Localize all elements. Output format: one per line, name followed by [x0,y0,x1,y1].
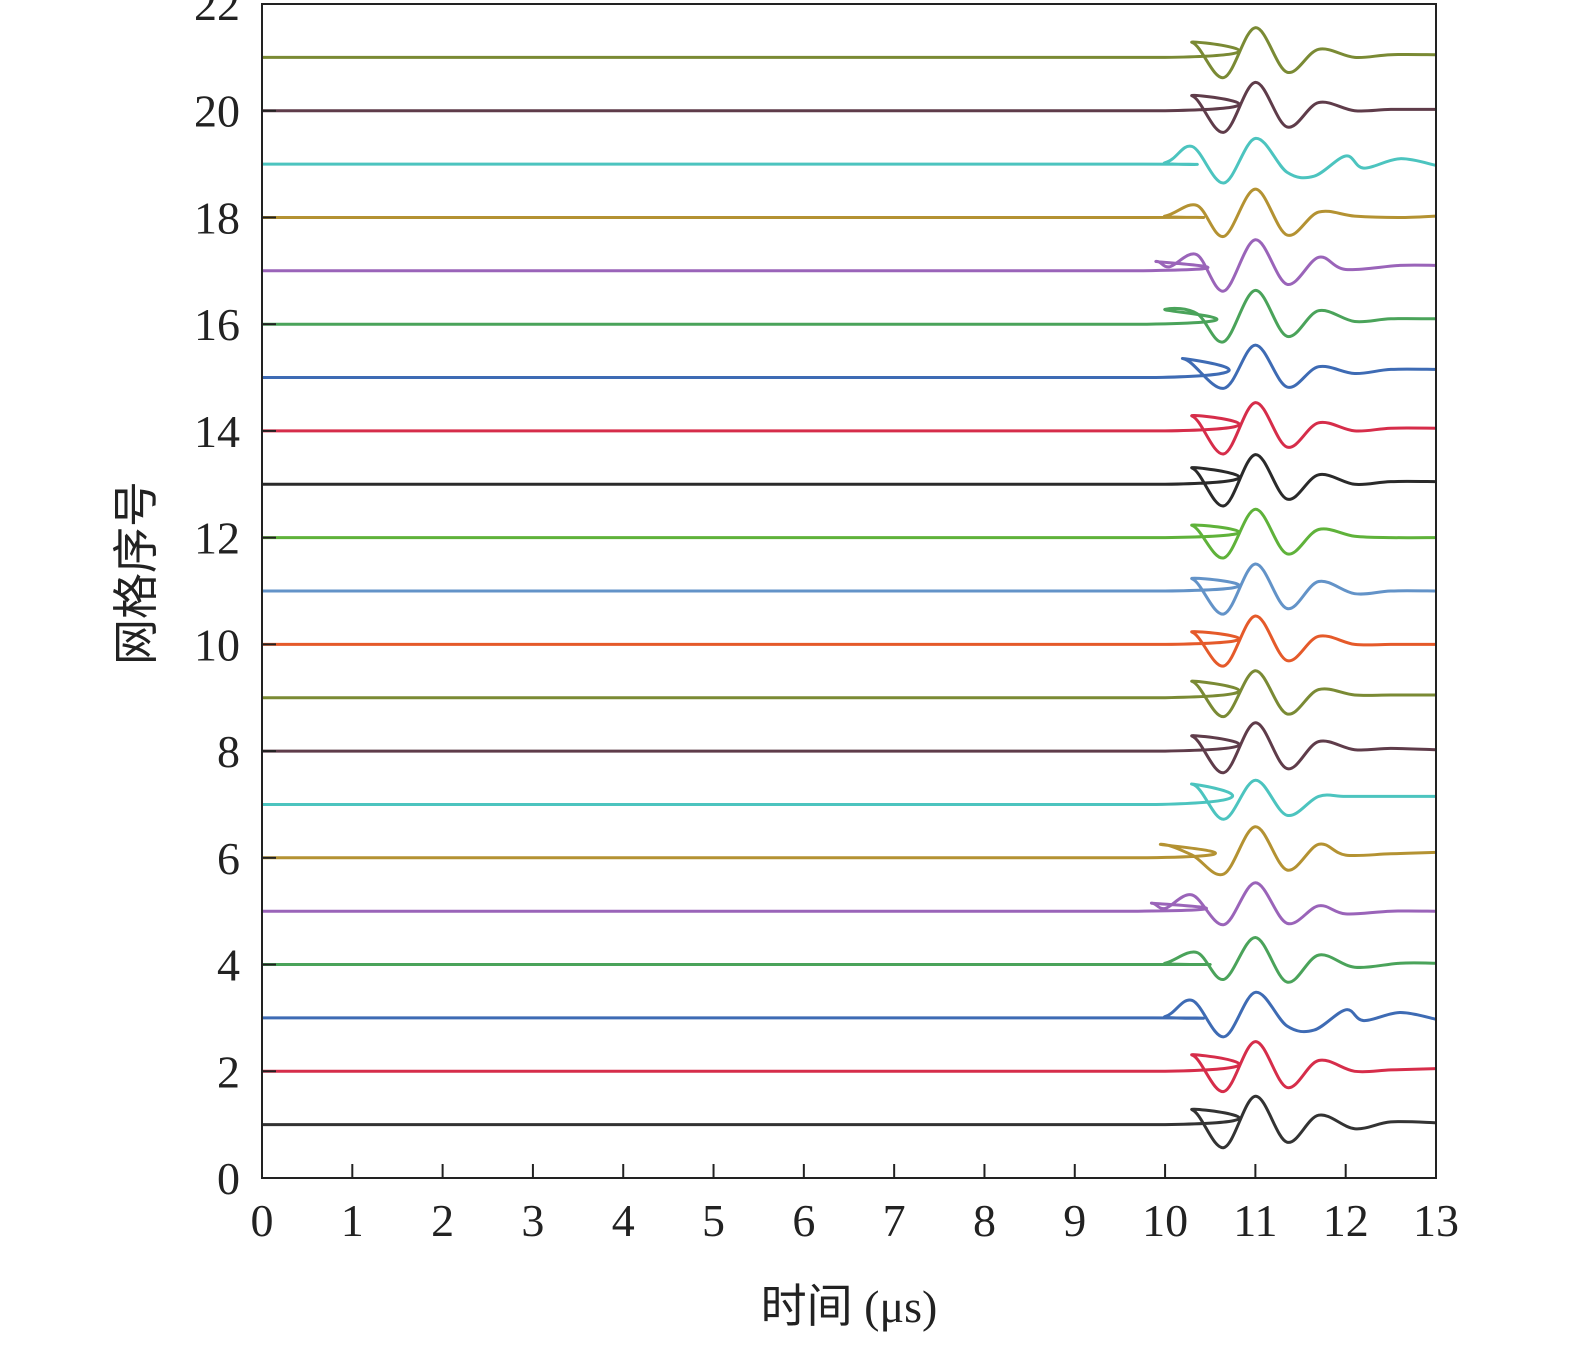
x-tick-label: 11 [1233,1195,1277,1246]
x-tick-label: 7 [883,1195,906,1246]
y-tick-label: 14 [194,406,240,457]
series-line-1 [262,1094,1437,1150]
series-line-9 [262,669,1436,719]
series-line-11 [262,562,1437,616]
y-tick-label: 2 [217,1046,240,1097]
y-tick-label: 20 [194,86,240,137]
series-line-21 [262,26,1437,80]
series-line-13 [262,453,1437,508]
x-tick-label: 5 [702,1195,725,1246]
x-tick-label: 3 [521,1195,544,1246]
x-tick-label: 0 [251,1195,274,1246]
series-line-4 [262,935,1437,984]
x-tick-label: 8 [973,1195,996,1246]
y-tick-label: 6 [217,833,240,884]
series-line-2 [262,1040,1437,1093]
x-tick-label: 1 [341,1195,364,1246]
x-tick-label: 2 [431,1195,454,1246]
series-line-20 [262,80,1437,134]
x-tick-label: 6 [792,1195,815,1246]
plot-frame [261,3,1437,1179]
x-tick-label: 12 [1323,1195,1369,1246]
series-line-17 [262,238,1437,293]
y-tick-label: 10 [194,619,240,670]
x-tick-label: 4 [612,1195,635,1246]
series-line-8 [262,721,1437,775]
series-line-19 [262,136,1437,185]
series-line-10 [262,614,1436,668]
series-line-3 [262,990,1437,1039]
y-tick-label: 22 [194,0,240,30]
x-tick-label: 10 [1142,1195,1188,1246]
series-line-12 [262,507,1437,560]
series-layer [262,26,1437,1150]
series-line-18 [262,187,1437,238]
series-line-16 [262,288,1437,344]
series-line-7 [262,778,1436,821]
x-tick-label: 9 [1063,1195,1086,1246]
y-tick-label: 0 [217,1153,240,1204]
y-tick-label: 12 [194,513,240,564]
y-tick-label: 16 [194,299,240,350]
series-line-6 [262,825,1437,877]
x-axis-title: 时间 (μs) [761,1281,938,1332]
series-line-5 [262,881,1437,927]
y-tick-label: 4 [217,940,240,991]
y-axis-title: 网格序号 [111,481,162,665]
series-line-14 [262,401,1437,456]
y-tick-label: 18 [194,192,240,243]
series-line-15 [262,343,1437,390]
y-tick-label: 8 [217,726,240,777]
x-tick-label: 13 [1413,1195,1459,1246]
